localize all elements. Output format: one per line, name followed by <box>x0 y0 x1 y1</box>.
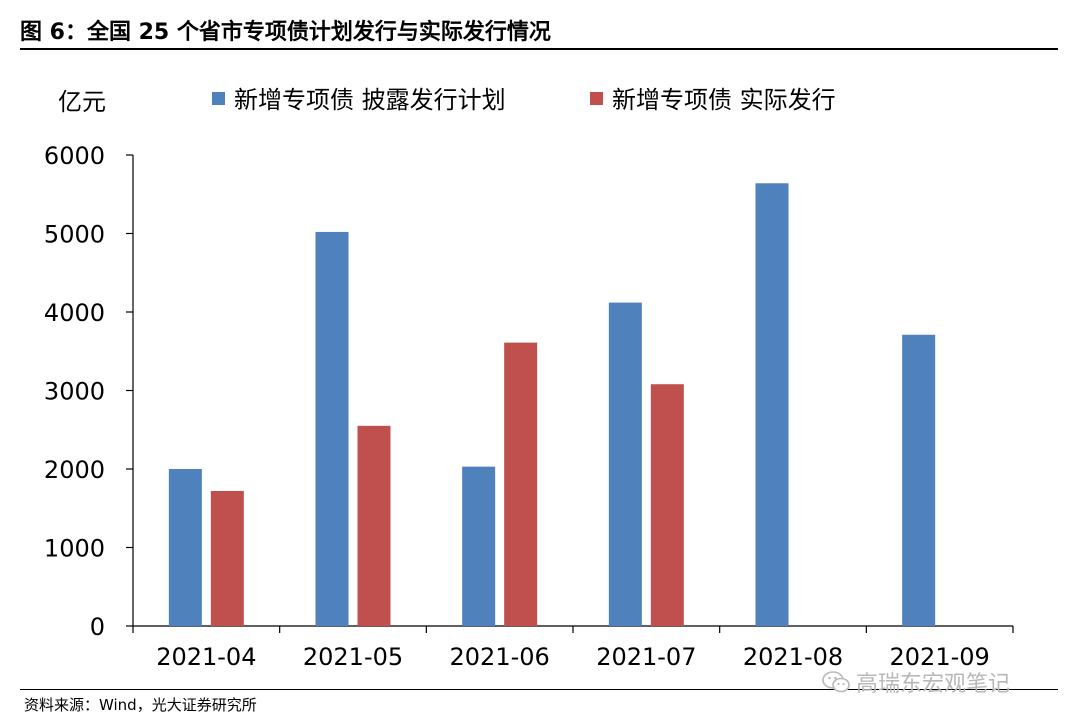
x-tick-label: 2021-07 <box>596 643 696 671</box>
legend-label: 新增专项债 披露发行计划 <box>234 86 506 114</box>
title-divider <box>20 48 1058 50</box>
x-tick-label: 2021-06 <box>450 643 550 671</box>
y-tick-label: 2000 <box>44 456 105 484</box>
y-axis: 0 1000 2000 3000 4000 5000 6000 <box>44 142 134 641</box>
figure-title: 图 6：全国 25 个省市专项债计划发行与实际发行情况 <box>20 20 551 45</box>
source-note: 资料来源：Wind，光大证券研究所 <box>24 696 257 714</box>
y-tick-label: 5000 <box>44 221 105 249</box>
x-tick-label: 2021-04 <box>156 643 256 671</box>
watermark: 高瑞东宏观笔记 <box>822 666 1010 698</box>
bar-actual-2021-06 <box>504 342 538 626</box>
x-tick-label: 2021-05 <box>303 643 403 671</box>
y-tick-label: 6000 <box>44 142 105 170</box>
bar-plan-2021-06 <box>462 466 496 626</box>
bar-plan-2021-09 <box>902 334 936 626</box>
x-tick-label: 2021-08 <box>743 643 843 671</box>
bars <box>168 183 936 626</box>
bar-actual-2021-04 <box>210 490 244 626</box>
bar-plan-2021-07 <box>608 302 642 626</box>
legend-swatch <box>590 92 603 105</box>
legend-label: 新增专项债 实际发行 <box>612 86 836 114</box>
bar-actual-2021-05 <box>357 425 391 626</box>
wechat-icon <box>822 671 850 693</box>
bar-chart: 0 1000 2000 3000 4000 5000 6000 2021-04 2021-05… <box>44 86 1014 671</box>
y-tick-label: 1000 <box>44 535 105 563</box>
bar-plan-2021-05 <box>315 231 349 626</box>
bar-plan-2021-08 <box>755 183 789 626</box>
bar-plan-2021-04 <box>168 469 202 626</box>
legend: 新增专项债 披露发行计划 新增专项债 实际发行 <box>212 86 836 114</box>
y-tick-label: 4000 <box>44 299 105 327</box>
legend-swatch <box>212 92 225 105</box>
bar-actual-2021-07 <box>650 384 684 626</box>
footer-divider <box>20 689 1058 690</box>
watermark-text: 高瑞东宏观笔记 <box>856 672 1011 697</box>
y-tick-label: 0 <box>90 613 105 641</box>
x-axis: 2021-04 2021-05 2021-06 2021-07 2021-08 2021-… <box>132 625 1014 671</box>
y-axis-unit-label: 亿元 <box>58 88 106 116</box>
x-tick-label: 2021-09 <box>890 643 990 671</box>
y-tick-label: 3000 <box>44 378 105 406</box>
